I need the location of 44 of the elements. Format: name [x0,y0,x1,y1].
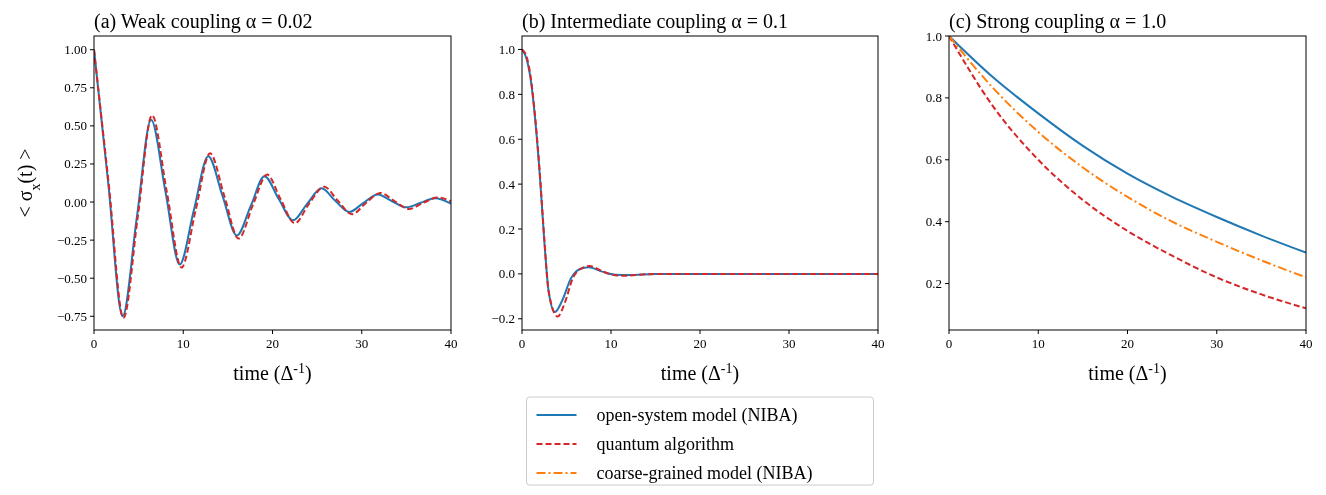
y-tick-label: 0.8 [498,86,515,102]
legend-label: open-system model (NIBA) [596,405,798,426]
x-tick-label: 10 [604,336,618,351]
chart-title: (c) Strong coupling α = 1.0 [949,10,1167,33]
chart-title: (b) Intermediate coupling α = 0.1 [522,10,789,33]
y-tick-label: −0.25 [56,232,87,248]
y-tick-label: −0.2 [491,311,515,327]
y-tick-label: 0.0 [498,266,515,282]
x-tick-label: 30 [782,336,796,351]
x-tick-label: 20 [266,336,279,351]
x-axis-title: time (Δ$^{-1}$) [1088,360,1167,385]
x-tick-label: 40 [1299,336,1313,351]
y-tick-label: 1.00 [64,42,87,58]
x-tick-label: 30 [1210,336,1224,351]
x-tick-label: 40 [444,336,458,351]
x-axis-title: time (Δ$^{-1}$) [233,360,312,385]
legend-label: coarse-grained model (NIBA) [596,463,813,484]
x-tick-label: 40 [871,336,885,351]
x-tick-label: 10 [1031,336,1045,351]
y-tick-label: 0.4 [925,214,943,230]
y-tick-label: 0.75 [64,80,87,96]
y-tick-label: 0.50 [64,118,87,134]
y-tick-label: 0.2 [925,276,942,292]
y-tick-label: 0.2 [498,221,515,237]
x-tick-label: 0 [90,336,98,351]
y-tick-label: 0.00 [64,194,87,210]
y-tick-label: 1.0 [498,41,515,57]
chart-title: (a) Weak coupling α = 0.02 [94,10,313,33]
y-tick-label: 0.25 [64,156,87,172]
x-tick-label: 20 [693,336,707,351]
x-tick-label: 30 [355,336,369,351]
x-tick-label: 0 [518,336,526,351]
legend-label: quantum algorithm [596,434,734,454]
x-tick-label: 0 [945,336,953,351]
y-tick-label: 0.4 [498,176,516,192]
y-tick-label: 1.0 [925,28,942,44]
y-tick-label: 0.8 [925,90,942,106]
x-tick-label: 10 [176,336,190,351]
y-tick-label: −0.75 [56,308,87,324]
y-tick-label: 0.6 [498,131,516,147]
y-tick-label: −0.50 [56,270,87,286]
x-tick-label: 20 [1121,336,1134,351]
y-tick-label: 0.6 [925,152,943,168]
x-axis-title: time (Δ$^{-1}$) [660,360,740,385]
